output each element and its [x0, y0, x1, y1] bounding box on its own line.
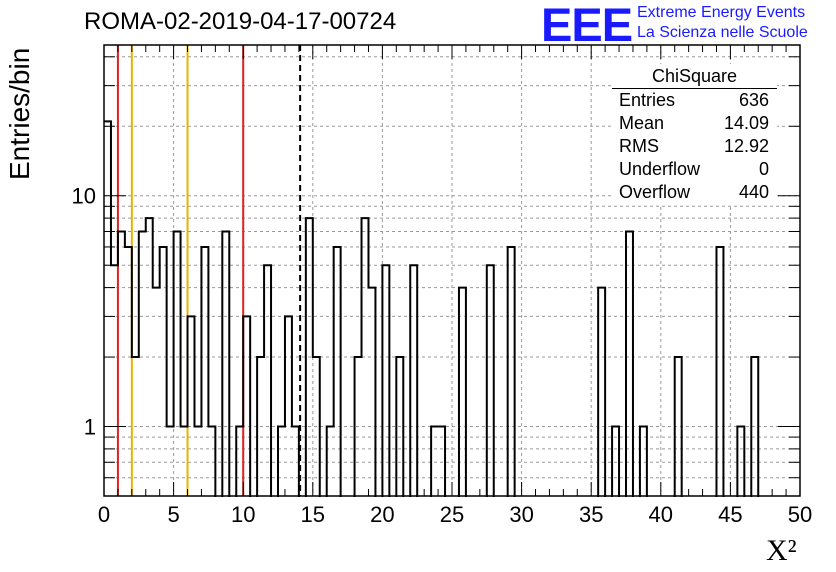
y-axis-label: Entries/bin: [4, 47, 35, 180]
chart-title: ROMA-02-2019-04-17-00724: [84, 8, 397, 35]
logo-line-1: Extreme Energy Events: [637, 4, 806, 21]
x-tick-label: 15: [301, 502, 325, 527]
x-tick-label: 5: [167, 502, 179, 527]
x-tick-label: 30: [509, 502, 533, 527]
x-tick-label: 35: [579, 502, 603, 527]
x-tick-label: 10: [231, 502, 255, 527]
stats-label: RMS: [619, 136, 659, 156]
stats-row-entries: Entries 636: [612, 89, 777, 112]
stats-value: 14.09: [723, 113, 769, 133]
stats-title: ChiSquare: [612, 64, 777, 89]
x-tick-label: 25: [440, 502, 464, 527]
stats-value: 636: [738, 90, 769, 110]
x-tick-label: 20: [370, 502, 394, 527]
x-tick-label: 50: [788, 502, 812, 527]
stats-label: Overflow: [619, 182, 691, 202]
x-tick-label: 0: [98, 502, 110, 527]
stats-value: 0: [758, 159, 769, 179]
axes: 0 5 10 15 20 25 30 35 40 45 50 1 10: [0, 44, 836, 572]
stats-label: Mean: [619, 113, 665, 133]
y-tick-label: 1: [84, 415, 96, 440]
stats-row-rms: RMS 12.92: [612, 135, 777, 158]
stats-row-underflow: Underflow 0: [612, 158, 777, 181]
x-tick-label: 40: [649, 502, 673, 527]
x-tick-label: 45: [718, 502, 742, 527]
stats-box: ChiSquare Entries 636 Mean 14.09 RMS 12.…: [612, 64, 777, 204]
stats-row-mean: Mean 14.09: [612, 112, 777, 135]
stats-row-overflow: Overflow 440: [612, 181, 777, 204]
stats-label: Underflow: [619, 159, 701, 179]
eee-logo: EEE: [541, 0, 633, 51]
stats-value: 12.92: [723, 136, 769, 156]
y-tick-label: 10: [72, 184, 96, 209]
x-axis-label: X²: [766, 534, 797, 567]
axis-mask: [0, 497, 836, 572]
stats-label: Entries: [619, 90, 676, 110]
stats-value: 440: [738, 182, 769, 202]
logo-line-2: La Scienza nelle Scuole: [637, 24, 808, 41]
